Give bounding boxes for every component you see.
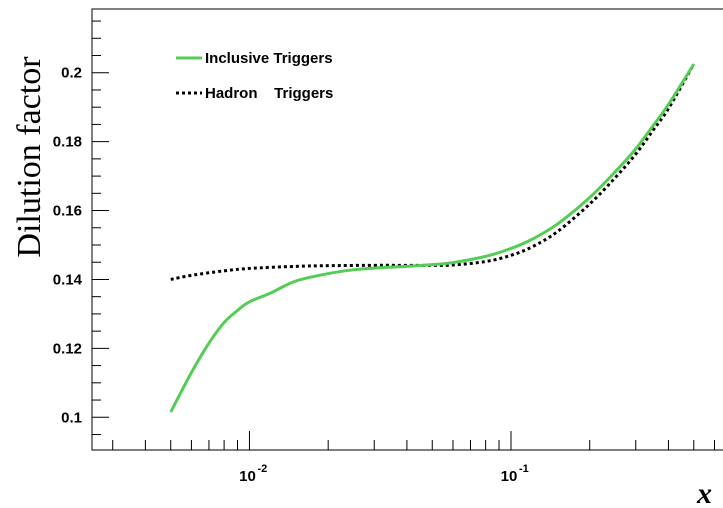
axis-ticks [92, 20, 715, 450]
legend-label-hadron: Hadron Triggers [205, 85, 333, 102]
x-tick-label: 10 [239, 468, 256, 485]
series-line-inclusive-triggers [169, 63, 696, 413]
x-tick-label: 10 [501, 468, 518, 485]
x-axis-label: x [696, 477, 712, 508]
y-tick-label: 0.1 [61, 409, 82, 426]
y-tick-label: 0.14 [53, 271, 83, 288]
x-tick-label-exponent: -2 [257, 463, 267, 475]
y-tick-label: 0.12 [53, 340, 82, 357]
x-tick-labels: 10 -2 10 -1 [239, 463, 529, 485]
legend-label-inclusive: Inclusive Triggers [205, 50, 333, 67]
curves [169, 63, 696, 413]
y-tick-labels: 0.1 0.12 0.14 0.16 0.18 0.2 [53, 65, 83, 427]
y-axis-label: Dilution factor [11, 56, 48, 258]
y-tick-label: 0.16 [53, 203, 82, 220]
y-tick-label: 0.18 [53, 134, 82, 151]
plot-frame [91, 8, 723, 451]
x-tick-label-exponent: -1 [519, 463, 529, 475]
legend: Inclusive Triggers Hadron Triggers [176, 50, 333, 102]
y-tick-label: 0.2 [61, 65, 82, 82]
